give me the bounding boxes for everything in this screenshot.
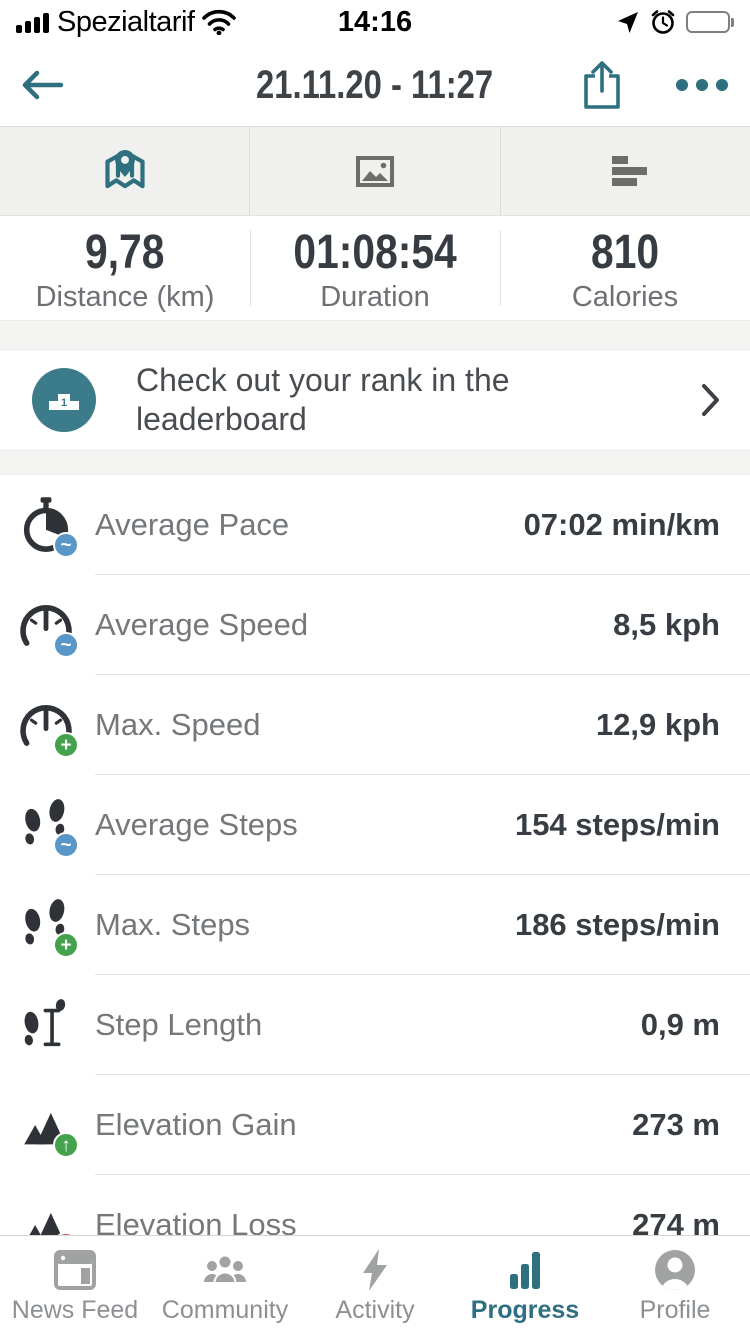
nav-news-feed[interactable]: News Feed: [0, 1236, 150, 1334]
stat-row-elevation-gain: ↑ Elevation Gain 273 m: [0, 1075, 750, 1175]
stat-label: Elevation Loss: [95, 1207, 297, 1235]
leaderboard-text: Check out your rank in the leaderboard: [136, 362, 510, 437]
carrier-label: Spezialtarif: [57, 5, 195, 38]
stat-row-average-pace: ~ Average Pace 07:02 min/km: [0, 475, 750, 575]
profile-icon: [653, 1246, 697, 1294]
stopwatch-icon: ~: [17, 496, 79, 558]
chevron-right-icon: [700, 382, 722, 418]
footsteps-icon: +: [17, 896, 79, 958]
elevation-icon: ↑: [17, 1096, 79, 1158]
stat-label: Elevation Gain: [95, 1107, 297, 1142]
distance-value: 9,78: [85, 225, 165, 279]
summary-distance: 9,78 Distance (km): [0, 216, 250, 320]
nav-profile[interactable]: Profile: [600, 1236, 750, 1334]
speedometer-icon: +: [17, 696, 79, 758]
nav-label: Progress: [470, 1296, 580, 1324]
gain-badge: ↑: [53, 1132, 79, 1158]
tab-map[interactable]: [0, 127, 249, 215]
stat-label: Max. Steps: [95, 907, 251, 942]
map-pin-icon: [96, 143, 154, 199]
leaderboard-banner[interactable]: 1 Check out your rank in the leaderboard: [0, 350, 750, 450]
elevation-icon: ↓: [17, 1196, 79, 1235]
nav-label: Profile: [639, 1296, 711, 1324]
stat-value: 8,5 kph: [613, 607, 720, 642]
tab-photos[interactable]: [249, 127, 499, 215]
stat-row-average-steps: ~ Average Steps 154 steps/min: [0, 775, 750, 875]
wifi-icon: [202, 9, 237, 35]
nav-label: Activity: [335, 1296, 415, 1324]
nav-label: Community: [161, 1296, 289, 1324]
status-bar: Spezialtarif 14:16: [0, 0, 750, 44]
stat-list: ~ Average Pace 07:02 min/km ~ Average Sp…: [0, 475, 750, 1235]
bottom-nav: News Feed Community Activit: [0, 1235, 750, 1334]
more-ellipsis-icon: [674, 78, 730, 92]
back-arrow-icon: [19, 68, 65, 102]
location-arrow-icon: [616, 10, 640, 34]
stat-row-step-length: Step Length 0,9 m: [0, 975, 750, 1075]
header: 21.11.20 - 11:27: [0, 44, 750, 126]
stat-value: 274 m: [632, 1207, 720, 1235]
stat-label: Average Pace: [95, 507, 290, 542]
status-right-cluster: [616, 9, 734, 35]
stat-value: 273 m: [632, 1107, 720, 1142]
more-options-button[interactable]: [672, 55, 732, 115]
calories-value: 810: [590, 225, 660, 279]
section-divider: [0, 450, 750, 475]
max-badge: +: [53, 932, 79, 958]
footsteps-icon: ~: [17, 796, 79, 858]
battery-icon: [686, 11, 734, 33]
speedometer-icon: ~: [17, 596, 79, 658]
share-button[interactable]: [572, 55, 632, 115]
section-divider: [0, 320, 750, 350]
stat-row-max-speed: + Max. Speed 12,9 kph: [0, 675, 750, 775]
stat-row-average-speed: ~ Average Speed 8,5 kph: [0, 575, 750, 675]
summary-stats: 9,78 Distance (km) 01:08:54 Duration 810…: [0, 216, 750, 320]
calories-label: Calories: [571, 280, 679, 313]
svg-text:1: 1: [61, 397, 67, 409]
status-left-cluster: Spezialtarif: [16, 5, 237, 39]
summary-calories: 810 Calories: [500, 216, 750, 320]
stat-value: 07:02 min/km: [523, 507, 720, 542]
distance-label: Distance (km): [35, 280, 215, 313]
stats-bars-icon: [599, 147, 651, 195]
max-badge: +: [53, 732, 79, 758]
page-title: 21.11.20 - 11:27: [256, 62, 494, 107]
stat-value: 12,9 kph: [595, 707, 720, 742]
media-tabs: [0, 126, 750, 216]
duration-label: Duration: [320, 280, 430, 313]
nav-progress[interactable]: Progress: [450, 1236, 600, 1334]
stat-row-max-steps: + Max. Steps 186 steps/min: [0, 875, 750, 975]
stat-value: 0,9 m: [640, 1007, 720, 1042]
stat-label: Step Length: [95, 1007, 263, 1042]
average-badge: ~: [53, 632, 79, 658]
cell-signal-icon: [16, 11, 49, 33]
stat-label: Max. Speed: [95, 707, 261, 742]
progress-bars-icon: [503, 1246, 547, 1294]
nav-activity[interactable]: Activity: [300, 1236, 450, 1334]
duration-value: 01:08:54: [293, 225, 457, 279]
back-button[interactable]: [12, 55, 72, 115]
photo-icon: [349, 147, 401, 195]
stat-row-elevation-loss: ↓ Elevation Loss 274 m: [0, 1175, 750, 1235]
community-icon: [199, 1246, 251, 1294]
stat-value: 186 steps/min: [514, 907, 720, 942]
nav-label: News Feed: [11, 1296, 139, 1324]
podium-icon: 1: [32, 368, 96, 432]
share-icon: [580, 59, 624, 111]
summary-duration: 01:08:54 Duration: [250, 216, 500, 320]
news-feed-icon: [51, 1246, 99, 1294]
nav-community[interactable]: Community: [150, 1236, 300, 1334]
alarm-clock-icon: [650, 9, 676, 35]
activity-bolt-icon: [357, 1246, 393, 1294]
stat-label: Average Steps: [95, 807, 298, 842]
stat-label: Average Speed: [95, 607, 309, 642]
step-length-icon: [17, 996, 75, 1054]
average-badge: ~: [53, 832, 79, 858]
stat-value: 154 steps/min: [514, 807, 720, 842]
average-badge: ~: [53, 532, 79, 558]
tab-stats[interactable]: [499, 127, 750, 215]
